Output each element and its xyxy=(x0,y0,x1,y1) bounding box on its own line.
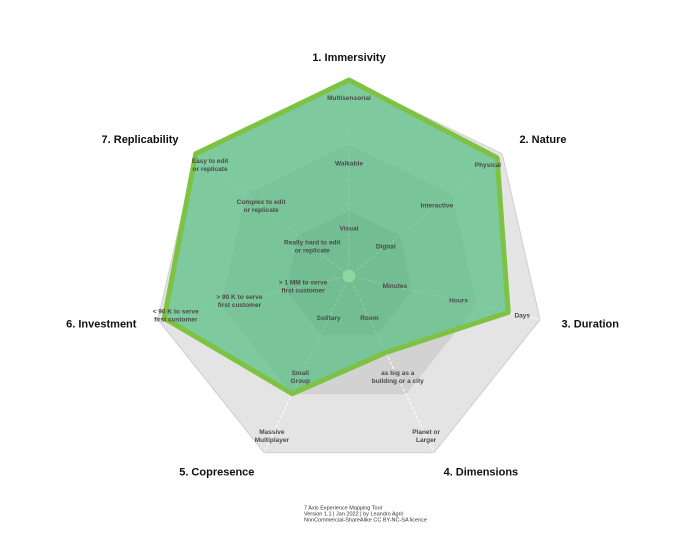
level-label: > 1 MM to serve first customer xyxy=(279,279,328,294)
level-label: Walkable xyxy=(335,160,363,167)
level-label: Interactive xyxy=(421,203,454,210)
level-label: Visual xyxy=(339,226,358,233)
level-label: > 90 K to serve first customer xyxy=(216,294,262,309)
axis-name: 2. Nature xyxy=(519,134,566,146)
level-label: as big as a building or a city xyxy=(372,370,424,385)
level-label: Small Group xyxy=(290,370,310,385)
axis-name: 3. Duration xyxy=(562,318,620,330)
level-label: Minutes xyxy=(383,283,408,290)
footer-line: Version 1.1 | Jan 2022 | by Leandro Agrò xyxy=(304,511,403,517)
level-label: Easy to edit or replicate xyxy=(192,158,229,173)
center-dot xyxy=(341,268,357,284)
axis-name: 5. Copresence xyxy=(179,466,254,478)
axis-name: 4. Dimensions xyxy=(444,466,519,478)
footer-line: 7 Axis Experience Mapping Tool xyxy=(304,505,382,511)
level-label: Planet or Larger xyxy=(412,429,440,444)
level-label: Room xyxy=(360,315,379,322)
value-area xyxy=(161,77,511,397)
level-label: Physical xyxy=(475,162,502,169)
footer-line: NonCommercial-ShareAlike CC BY-NC-SA lic… xyxy=(304,517,427,523)
axis-name: 6. Investment xyxy=(66,318,137,330)
axis-name: 1. Immersivity xyxy=(312,52,386,64)
level-label: < 90 K to serve first customer xyxy=(153,308,199,323)
level-label: Hours xyxy=(449,298,468,305)
level-label: Really hard to edit or replicate xyxy=(284,239,341,254)
level-label: Multisensorial xyxy=(327,95,371,102)
level-label: Massive Multiplayer xyxy=(255,429,290,444)
level-label: Days xyxy=(514,312,530,319)
level-label: Complex to edit or replicate xyxy=(237,199,287,214)
level-label: Solitary xyxy=(317,315,341,322)
level-label: Digital xyxy=(376,243,396,250)
axis-name: 7. Replicability xyxy=(102,134,180,146)
